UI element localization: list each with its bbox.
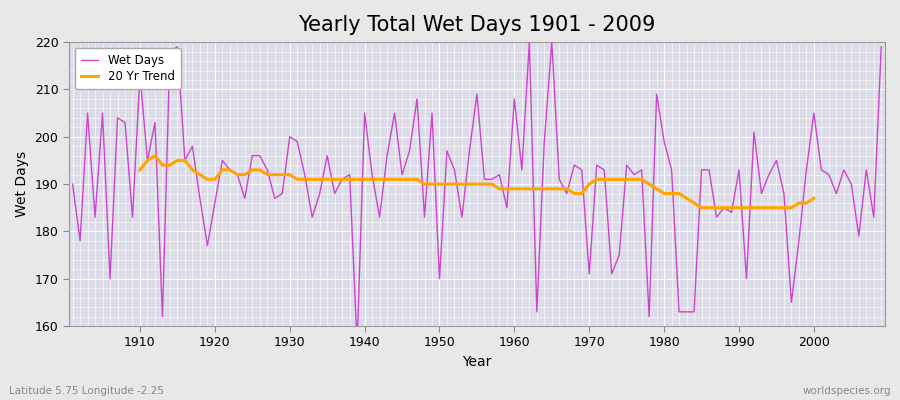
Wet Days xyxy=(524,40,535,44)
Wet Days xyxy=(127,215,138,220)
20 Yr Trend xyxy=(697,205,707,210)
Wet Days xyxy=(517,168,527,172)
20 Yr Trend xyxy=(718,205,729,210)
20 Yr Trend xyxy=(224,168,235,172)
20 Yr Trend xyxy=(314,177,325,182)
20 Yr Trend xyxy=(801,200,812,205)
20 Yr Trend xyxy=(300,177,310,182)
20 Yr Trend xyxy=(531,186,542,191)
Text: worldspecies.org: worldspecies.org xyxy=(803,386,891,396)
Wet Days xyxy=(68,182,78,186)
Wet Days xyxy=(876,44,886,49)
Wet Days xyxy=(509,96,520,101)
Wet Days xyxy=(614,253,625,258)
Line: Wet Days: Wet Days xyxy=(73,42,881,345)
Title: Yearly Total Wet Days 1901 - 2009: Yearly Total Wet Days 1901 - 2009 xyxy=(298,15,655,35)
X-axis label: Year: Year xyxy=(463,355,491,369)
Y-axis label: Wet Days: Wet Days xyxy=(15,151,29,217)
Text: Latitude 5.75 Longitude -2.25: Latitude 5.75 Longitude -2.25 xyxy=(9,386,164,396)
Wet Days xyxy=(352,342,363,347)
20 Yr Trend xyxy=(135,168,146,172)
Wet Days xyxy=(337,177,347,182)
20 Yr Trend xyxy=(149,153,160,158)
Wet Days xyxy=(292,139,302,144)
Legend: Wet Days, 20 Yr Trend: Wet Days, 20 Yr Trend xyxy=(75,48,181,89)
20 Yr Trend xyxy=(808,196,819,201)
Line: 20 Yr Trend: 20 Yr Trend xyxy=(140,156,814,208)
